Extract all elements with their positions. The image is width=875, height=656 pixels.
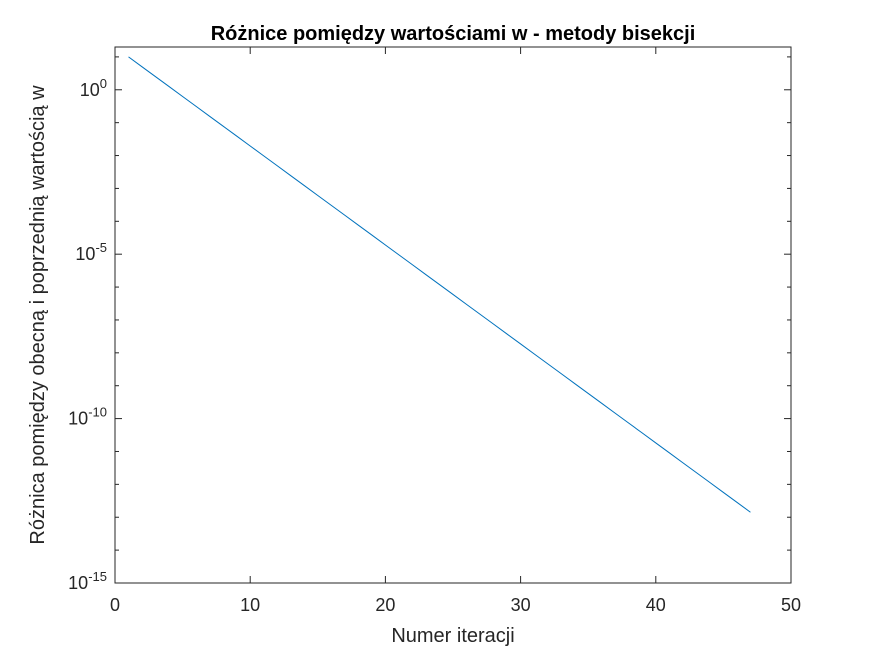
chart-title: Różnice pomiędzy wartościami w - metody …	[211, 23, 696, 45]
x-tick-label: 20	[375, 595, 395, 615]
y-axis-title: Różnica pomiędzy obecną i poprzednią war…	[27, 85, 49, 545]
x-tick-labels: 0 10 20 30 40 50	[110, 595, 801, 615]
y-tick-label: 100	[80, 76, 107, 100]
y-tick-label: 10-10	[68, 405, 107, 429]
y-tick-labels: 100 10-5 10-10 10-15	[68, 76, 107, 593]
series-layer	[128, 56, 751, 513]
x-axis-title: Numer iteracji	[391, 625, 514, 647]
x-tick-label: 0	[110, 595, 120, 615]
plot-box	[114, 46, 792, 584]
y-tick-label: 10-5	[75, 240, 107, 264]
x-tick-label: 50	[781, 595, 801, 615]
series-line	[128, 56, 751, 513]
y-tick-label: 10-15	[68, 569, 107, 593]
x-tick-label: 10	[240, 595, 260, 615]
x-tick-label: 30	[511, 595, 531, 615]
x-tick-label: 40	[646, 595, 666, 615]
minor-ticks	[115, 56, 791, 551]
plot-area	[115, 47, 791, 583]
